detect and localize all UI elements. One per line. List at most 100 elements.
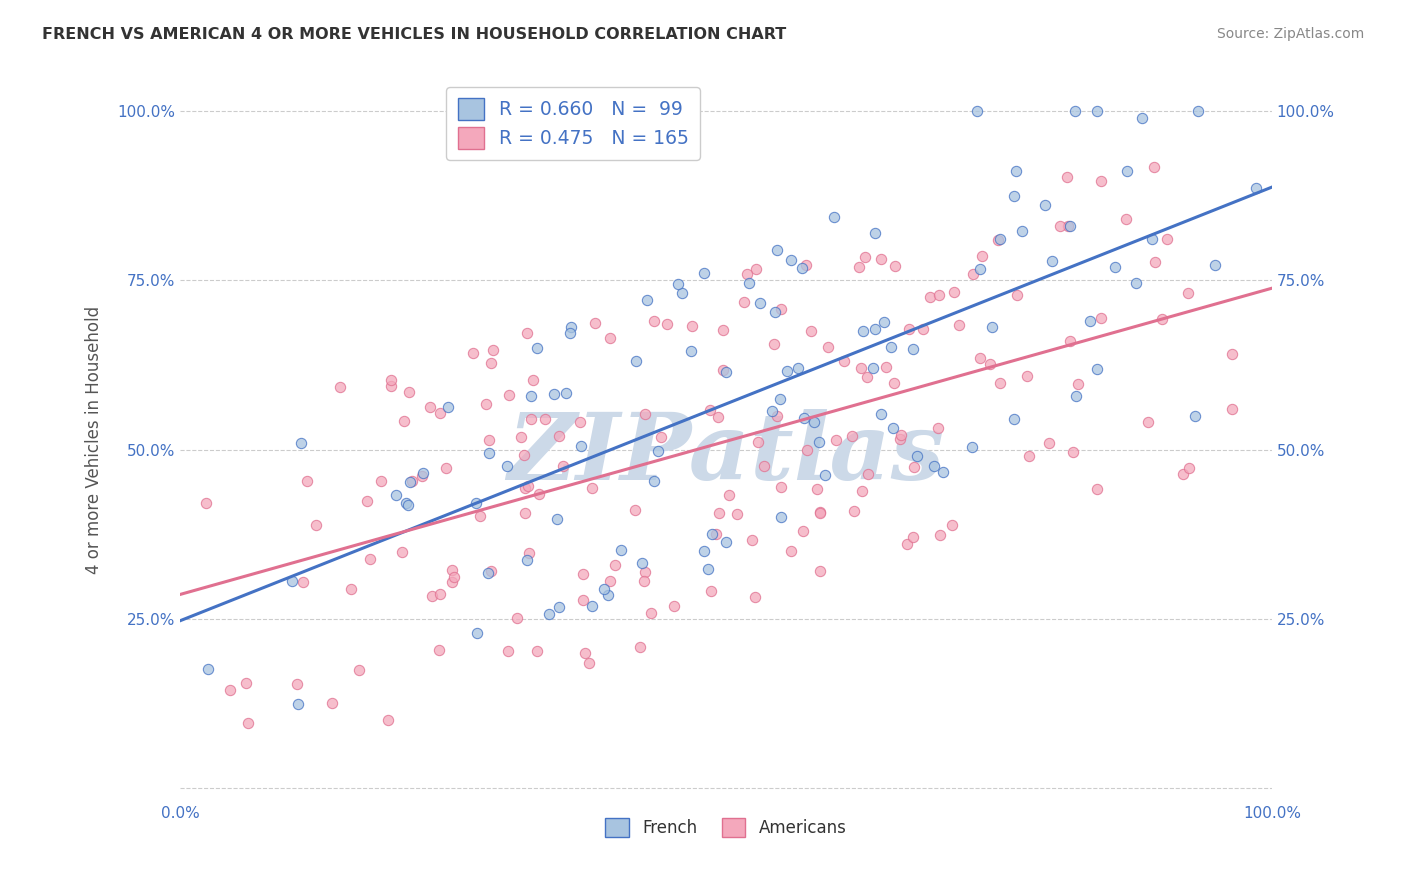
Point	[295, 474, 318, 488]
Point	[873, 315, 896, 329]
Point	[853, 250, 876, 264]
Point	[477, 446, 499, 460]
Point	[399, 475, 422, 489]
Point	[869, 252, 891, 266]
Point	[290, 435, 312, 450]
Point	[942, 285, 965, 299]
Point	[633, 408, 655, 422]
Point	[1002, 412, 1025, 426]
Point	[516, 553, 538, 567]
Point	[1220, 401, 1243, 416]
Point	[516, 479, 538, 493]
Point	[513, 506, 536, 520]
Point	[928, 288, 950, 302]
Point	[960, 440, 983, 454]
Point	[725, 507, 748, 521]
Point	[305, 517, 328, 532]
Point	[706, 410, 728, 425]
Point	[1011, 224, 1033, 238]
Point	[800, 324, 823, 338]
Legend: French, Americans: French, Americans	[599, 812, 853, 844]
Point	[922, 458, 945, 473]
Point	[763, 305, 786, 319]
Point	[932, 465, 955, 479]
Point	[803, 415, 825, 429]
Point	[522, 373, 544, 387]
Point	[543, 386, 565, 401]
Point	[832, 354, 855, 368]
Point	[988, 376, 1011, 390]
Point	[558, 326, 581, 340]
Point	[823, 211, 845, 225]
Point	[697, 561, 720, 575]
Point	[1085, 362, 1108, 376]
Point	[496, 458, 519, 473]
Point	[769, 510, 792, 524]
Point	[884, 260, 907, 274]
Point	[681, 318, 703, 333]
Point	[796, 443, 818, 458]
Point	[572, 593, 595, 607]
Point	[1005, 288, 1028, 302]
Point	[554, 386, 576, 401]
Point	[506, 610, 529, 624]
Point	[1049, 219, 1071, 233]
Point	[1116, 163, 1139, 178]
Point	[754, 458, 776, 473]
Point	[1142, 232, 1164, 246]
Point	[474, 397, 496, 411]
Point	[356, 493, 378, 508]
Point	[560, 320, 582, 334]
Point	[1057, 219, 1080, 233]
Point	[593, 582, 616, 596]
Point	[969, 351, 991, 365]
Point	[1204, 258, 1226, 272]
Point	[808, 564, 831, 578]
Point	[793, 411, 815, 425]
Point	[761, 404, 783, 418]
Point	[863, 322, 886, 336]
Point	[889, 432, 911, 446]
Point	[704, 527, 727, 541]
Point	[763, 337, 786, 351]
Point	[980, 319, 1002, 334]
Point	[631, 557, 654, 571]
Point	[1156, 232, 1178, 246]
Point	[962, 267, 984, 281]
Point	[534, 411, 557, 425]
Point	[412, 467, 434, 481]
Point	[700, 527, 723, 541]
Point	[733, 295, 755, 310]
Point	[610, 543, 633, 558]
Point	[738, 277, 761, 291]
Point	[792, 524, 814, 538]
Point	[1056, 169, 1078, 184]
Point	[420, 589, 443, 603]
Point	[581, 599, 603, 614]
Point	[693, 544, 716, 558]
Point	[285, 676, 308, 690]
Point	[519, 546, 541, 560]
Point	[443, 570, 465, 584]
Point	[889, 428, 911, 442]
Point	[841, 429, 863, 443]
Point	[970, 249, 993, 263]
Point	[1143, 160, 1166, 174]
Point	[581, 482, 603, 496]
Point	[769, 301, 792, 316]
Point	[948, 318, 970, 332]
Point	[391, 544, 413, 558]
Point	[236, 715, 259, 730]
Point	[848, 260, 870, 274]
Point	[1244, 181, 1267, 195]
Point	[359, 551, 381, 566]
Point	[969, 262, 991, 277]
Point	[429, 587, 451, 601]
Point	[643, 313, 665, 327]
Point	[1017, 368, 1039, 383]
Point	[647, 444, 669, 458]
Point	[735, 268, 758, 282]
Point	[1038, 436, 1060, 450]
Point	[218, 683, 240, 698]
Point	[655, 318, 678, 332]
